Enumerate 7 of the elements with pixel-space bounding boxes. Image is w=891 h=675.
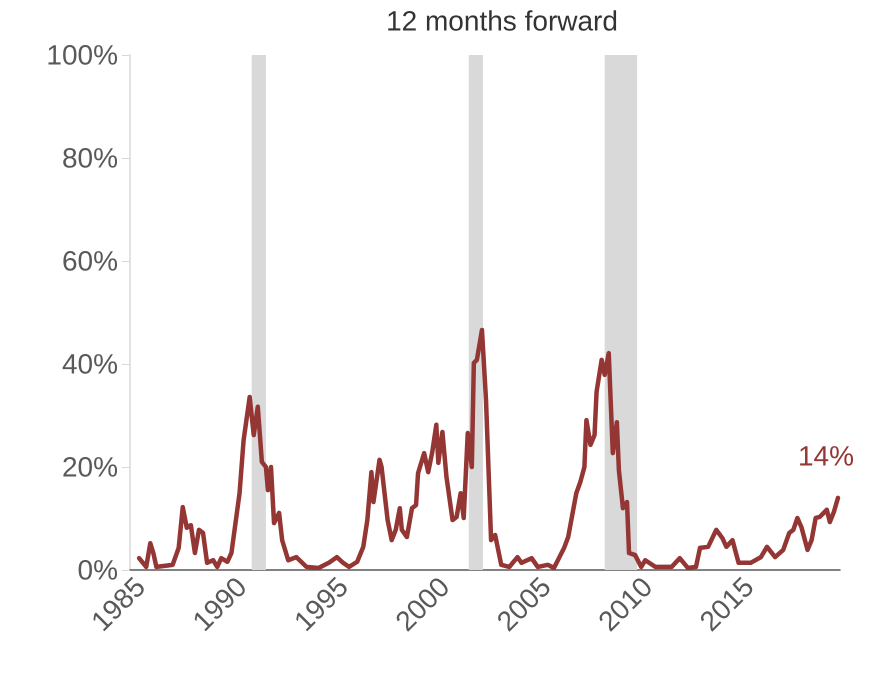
y-tick-label: 80% [62, 142, 118, 174]
y-tick-label: 40% [62, 348, 118, 380]
y-tick-label: 60% [62, 246, 118, 276]
chart-title: 12 months forward [386, 6, 618, 36]
y-tick-label: 20% [62, 452, 118, 482]
annotation: 14% [798, 440, 854, 472]
y-tick-label: 100% [46, 40, 118, 70]
